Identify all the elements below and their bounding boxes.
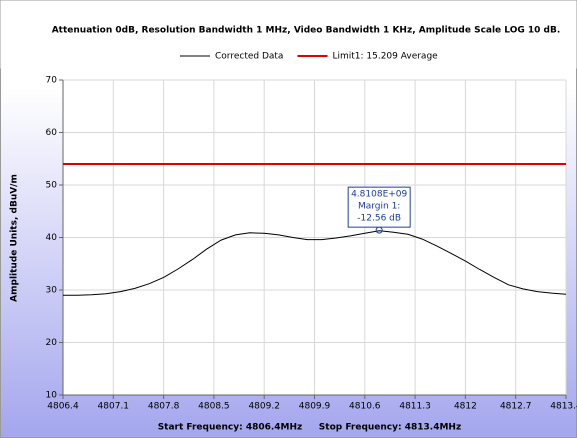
y-tick-label: 60	[46, 128, 58, 138]
chart-title: Attenuation 0dB, Resolution Bandwidth 1 …	[52, 26, 561, 36]
y-axis-label: Amplitude Units, dBuV/m	[10, 174, 20, 302]
y-tick-label: 10	[46, 391, 58, 401]
x-tick-label: 4809.2	[248, 402, 280, 412]
annotation-text: -12.56 dB	[357, 214, 401, 224]
x-tick-label: 4807.1	[98, 402, 130, 412]
x-tick-label: 4812	[454, 402, 477, 412]
x-tick-label: 4806.4	[47, 402, 79, 412]
legend-label: Limit1: 15.209 Average	[332, 52, 438, 62]
x-tick-label: 4809.9	[299, 402, 331, 412]
footer-start: Start Frequency: 4806.4MHz	[158, 423, 303, 433]
y-tick-label: 30	[46, 286, 58, 296]
y-tick-label: 40	[46, 233, 58, 243]
annotation-text: 4.8108E+09	[351, 190, 407, 200]
y-tick-label: 20	[46, 338, 58, 348]
x-tick-label: 4810.6	[349, 402, 381, 412]
legend-label: Corrected Data	[215, 52, 283, 62]
x-tick-label: 4813.4	[550, 402, 577, 412]
annotation-text: Margin 1:	[358, 202, 400, 212]
x-tick-label: 4808.5	[198, 402, 230, 412]
data-line	[63, 230, 567, 296]
y-tick-label: 50	[46, 181, 58, 191]
y-tick-label: 70	[46, 76, 58, 86]
header-area	[0, 0, 577, 69]
footer-stop: Stop Frequency: 4813.4MHz	[319, 423, 461, 433]
x-tick-label: 4811.3	[399, 402, 431, 412]
x-tick-label: 4807.8	[148, 402, 180, 412]
annotation-box	[347, 186, 411, 228]
x-tick-label: 4812.7	[500, 402, 532, 412]
